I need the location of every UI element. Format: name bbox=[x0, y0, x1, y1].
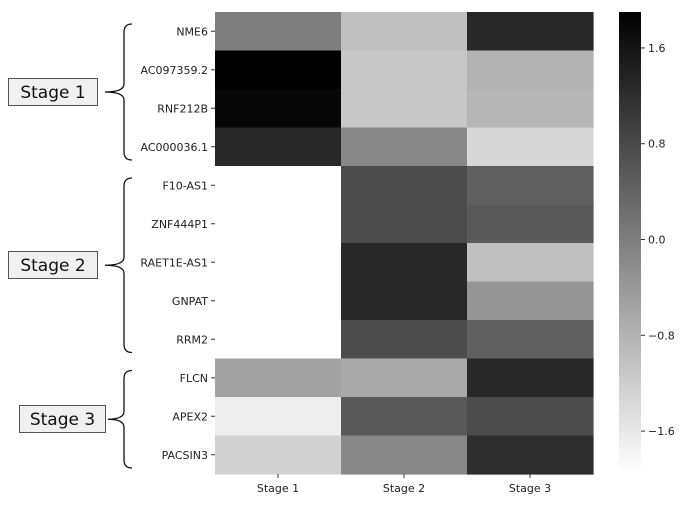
colorbar-tick-label: −1.6 bbox=[648, 425, 675, 438]
heatmap-cell bbox=[467, 435, 594, 475]
heatmap-cell bbox=[341, 243, 468, 283]
heatmap-cell bbox=[341, 281, 468, 321]
heatmap-cell bbox=[467, 50, 594, 90]
row-label: ZNF444P1 bbox=[151, 218, 208, 231]
row-label: GNPAT bbox=[172, 295, 208, 308]
heatmap-cells bbox=[215, 12, 594, 475]
heatmap-cell bbox=[467, 127, 594, 167]
heatmap-cell bbox=[341, 166, 468, 206]
group-label: Stage 1 bbox=[8, 78, 98, 106]
row-labels: NME6 AC097359.2 RNF212B AC000036.1 F10-AS1 ZN… bbox=[140, 25, 215, 462]
colorbar-ticks: 1.6 0.8 0.0 −0.8 −1.6 bbox=[641, 42, 675, 438]
heatmap-cell bbox=[467, 204, 594, 244]
column-label: Stage 1 bbox=[257, 482, 299, 495]
heatmap-cell bbox=[467, 166, 594, 206]
column-label: Stage 2 bbox=[383, 482, 425, 495]
heatmap-cell bbox=[467, 89, 594, 129]
heatmap-cell bbox=[467, 12, 594, 52]
group-bracket bbox=[104, 177, 133, 354]
group-brackets bbox=[104, 23, 133, 469]
row-label: RRM2 bbox=[176, 333, 208, 346]
heatmap-cell bbox=[341, 89, 468, 129]
heatmap-cell bbox=[215, 281, 342, 321]
column-label: Stage 3 bbox=[509, 482, 551, 495]
heatmap-cell bbox=[215, 127, 342, 167]
heatmap-cell bbox=[467, 281, 594, 321]
heatmap-cell bbox=[467, 397, 594, 437]
heatmap-cell bbox=[215, 435, 342, 475]
heatmap-cell bbox=[467, 358, 594, 398]
row-label: RAET1E-AS1 bbox=[140, 256, 208, 269]
row-label: AC000036.1 bbox=[141, 141, 209, 154]
heatmap-cell bbox=[215, 166, 342, 206]
row-label: NME6 bbox=[176, 25, 208, 38]
heatmap-cell bbox=[341, 12, 468, 52]
heatmap-cell bbox=[467, 243, 594, 283]
group-label: Stage 2 bbox=[8, 251, 98, 280]
group-bracket bbox=[104, 23, 133, 161]
row-label: APEX2 bbox=[172, 410, 208, 423]
heatmap-cell bbox=[215, 320, 342, 360]
heatmap-cell bbox=[341, 50, 468, 90]
heatmap-cell bbox=[215, 89, 342, 129]
group-label: Stage 3 bbox=[19, 405, 106, 434]
colorbar-tick-label: 1.6 bbox=[648, 42, 666, 55]
heatmap-cell bbox=[341, 127, 468, 167]
row-label: FLCN bbox=[180, 372, 208, 385]
heatmap-cell bbox=[215, 50, 342, 90]
heatmap-cell bbox=[215, 243, 342, 283]
heatmap-cell bbox=[467, 320, 594, 360]
heatmap-cell bbox=[215, 397, 342, 437]
heatmap-cell bbox=[215, 358, 342, 398]
heatmap-cell bbox=[215, 12, 342, 52]
colorbar-tick-label: 0.0 bbox=[648, 234, 666, 247]
heatmap-cell bbox=[215, 204, 342, 244]
colorbar-tick-label: −0.8 bbox=[648, 329, 675, 342]
heatmap-cell bbox=[341, 358, 468, 398]
row-label: F10-AS1 bbox=[162, 179, 208, 192]
heatmap-cell bbox=[341, 204, 468, 244]
colorbar-tick-label: 0.8 bbox=[648, 138, 666, 151]
row-label: AC097359.2 bbox=[141, 64, 209, 77]
heatmap-cell bbox=[341, 397, 468, 437]
row-label: PACSIN3 bbox=[162, 449, 208, 462]
heatmap-cell bbox=[341, 435, 468, 475]
colorbar bbox=[619, 12, 641, 473]
column-labels: Stage 1 Stage 2 Stage 3 bbox=[257, 474, 551, 495]
heatmap-cell bbox=[341, 320, 468, 360]
row-label: RNF212B bbox=[157, 102, 208, 115]
group-bracket bbox=[107, 369, 133, 469]
